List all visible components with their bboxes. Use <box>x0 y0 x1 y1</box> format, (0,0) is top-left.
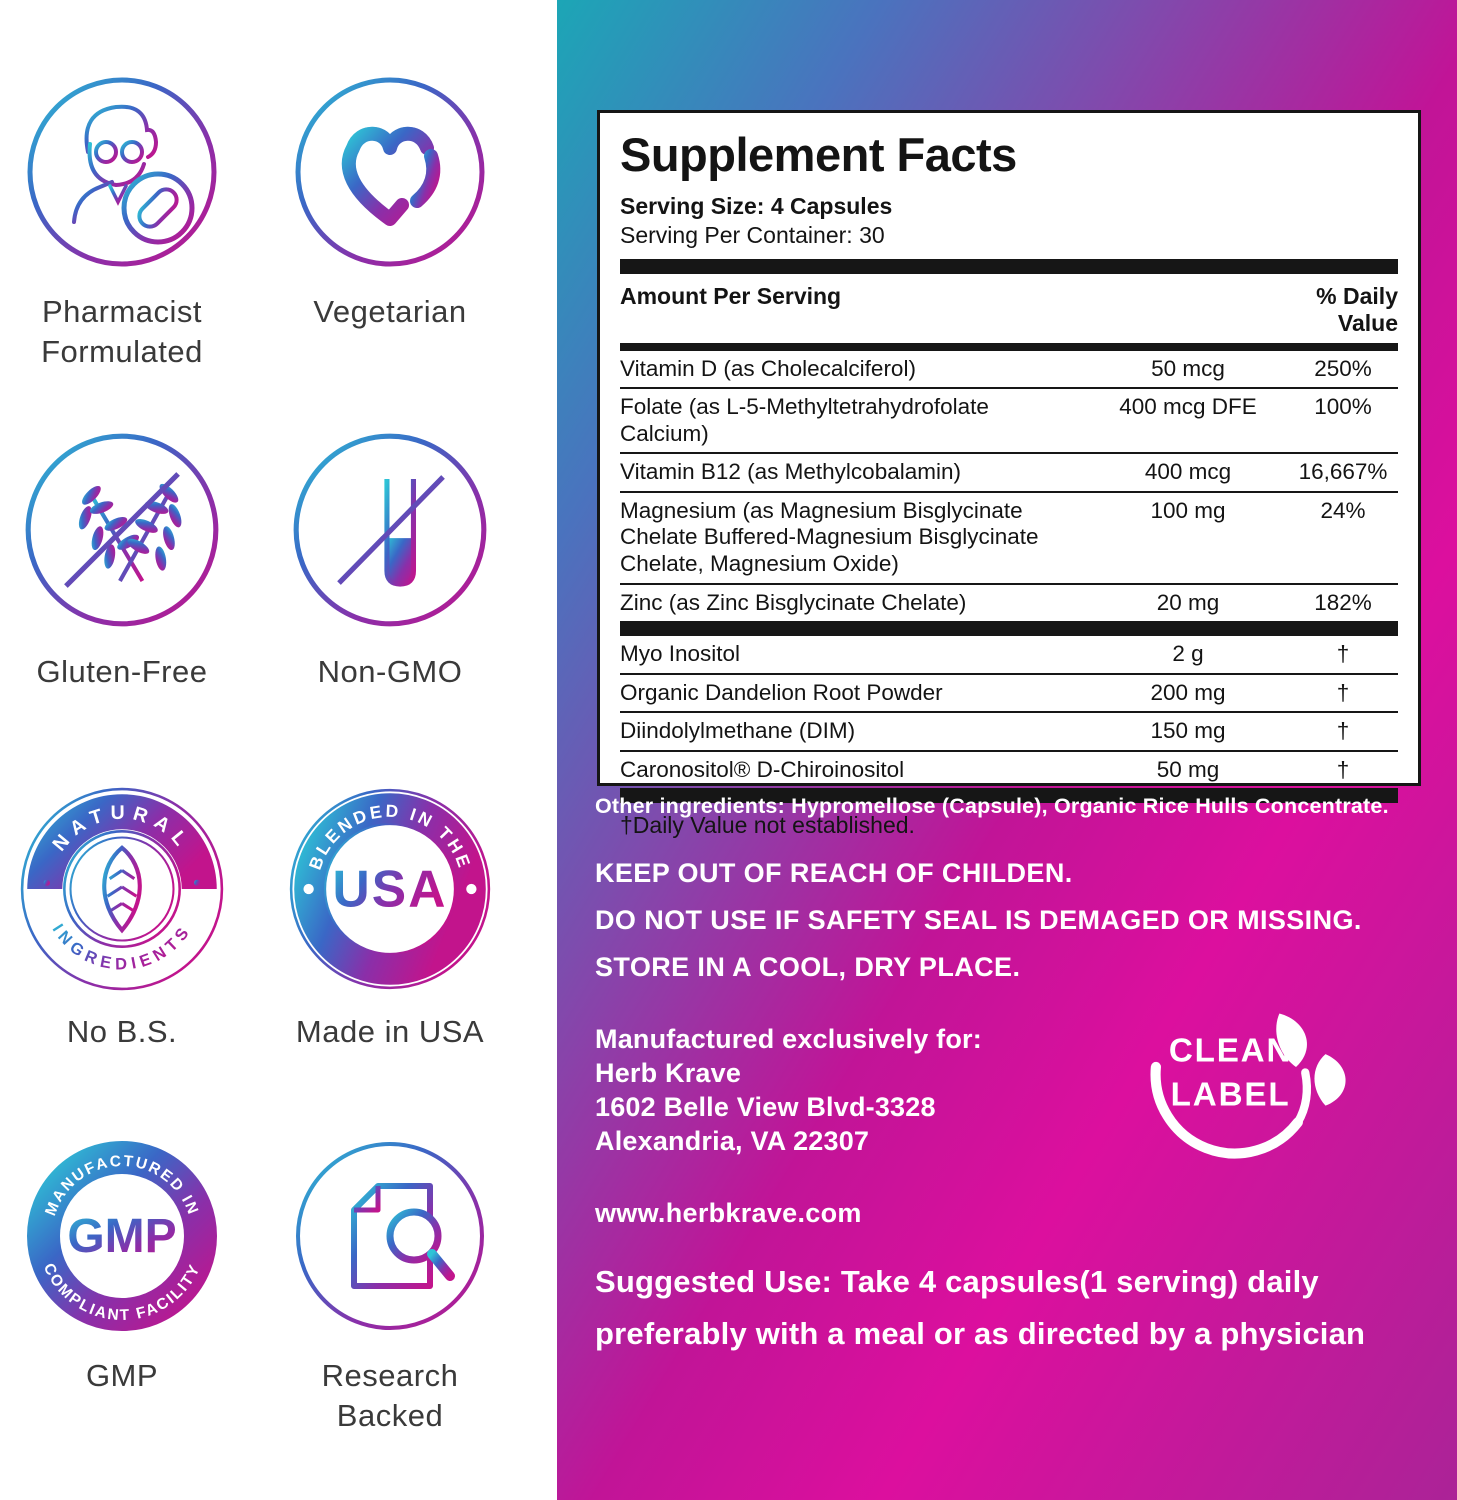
table-row: Organic Dandelion Root Powder 200 mg † <box>620 672 1398 712</box>
pharmacist-icon <box>27 77 217 267</box>
table-row: Folate (as L-5-Methyltetrahydrofolate Ca… <box>620 387 1398 452</box>
table-row: Zinc (as Zinc Bisglycinate Chelate) 20 m… <box>620 582 1398 622</box>
leaf-icon <box>1314 1054 1346 1106</box>
badge-vegetarian: Vegetarian <box>268 72 512 332</box>
badge-label: Non-GMO <box>317 654 463 689</box>
serving-size: Serving Size: 4 Capsules <box>620 193 893 219</box>
table-row: Vitamin B12 (as Methylcobalamin) 400 mcg… <box>620 452 1398 491</box>
badges-panel: Pharmacist Formulated Vegetarian <box>0 0 557 1500</box>
supplement-facts-panel: Supplement Facts Serving Size: 4 Capsule… <box>597 110 1421 838</box>
table-row: Caronositol® D-Chiroinositol 50 mg † <box>620 749 1398 789</box>
info-panel: Supplement Facts Serving Size: 4 Capsule… <box>557 0 1457 1500</box>
manufacturer-block: Manufactured exclusively for: Herb Krave… <box>595 1022 982 1158</box>
warnings: KEEP OUT OF REACH OF CHILDEN. DO NOT USE… <box>595 858 1362 999</box>
no-test-tube-icon <box>293 433 487 627</box>
usa-seal-icon: BLENDED IN THE USA <box>289 788 491 990</box>
clean-label-text-1: CLEAN <box>1169 1032 1292 1069</box>
badge-gluten-free: Gluten-Free <box>0 428 244 692</box>
table-row: Diindolylmethane (DIM) 150 mg † <box>620 711 1398 750</box>
gmp-center-text: GMP <box>67 1210 176 1263</box>
badge-label: GMP <box>85 1358 159 1393</box>
badge-label: Pharmacist Formulated <box>41 294 203 369</box>
gmp-seal-icon: MANUFACTURED IN COMPLIANT FACILITY GMP <box>27 1141 217 1331</box>
badge-label: Gluten-Free <box>36 654 208 689</box>
divider-bar <box>620 788 1398 804</box>
badge-pharmacist-formulated: Pharmacist Formulated <box>0 72 244 371</box>
no-wheat-icon <box>25 433 219 627</box>
leaf-icon <box>1276 1013 1307 1067</box>
badge-label: Made in USA <box>295 1014 485 1049</box>
warning-line: STORE IN A COOL, DRY PLACE. <box>595 952 1021 982</box>
badge-made-in-usa: BLENDED IN THE USA Made in USA <box>268 786 512 1052</box>
table-row: Magnesium (as Magnesium Bisglycinate Che… <box>620 490 1398 583</box>
badge-non-gmo: Non-GMO <box>268 428 512 692</box>
suggested-use: Suggested Use: Take 4 capsules(1 serving… <box>595 1264 1366 1351</box>
manufacturer-name: Herb Krave <box>595 1058 742 1088</box>
badge-label: Vegetarian <box>313 294 467 329</box>
website-url: www.herbkrave.com <box>595 1198 862 1228</box>
warning-line: KEEP OUT OF REACH OF CHILDEN. <box>595 858 1073 888</box>
daily-value-footnote: †Daily Value not established. <box>620 812 915 839</box>
warning-line: DO NOT USE IF SAFETY SEAL IS DEMAGED OR … <box>595 905 1362 935</box>
badge-research-backed: Research Backed <box>268 1136 512 1435</box>
research-document-icon <box>296 1142 484 1330</box>
divider-bar <box>620 342 1398 351</box>
manufacturer-city: Alexandria, VA 22307 <box>595 1126 870 1156</box>
badge-label: Research Backed <box>321 1358 459 1433</box>
other-ingredients: Other ingredients: Hypromellose (Capsule… <box>595 794 1389 818</box>
table-row: Vitamin D (as Cholecalciferol) 50 mcg 25… <box>620 355 1372 381</box>
divider-bar <box>620 621 1398 637</box>
clean-label-text-2: LABEL <box>1171 1077 1291 1114</box>
heart-icon <box>295 77 485 267</box>
manufacturer-line: Manufactured exclusively for: <box>595 1024 982 1054</box>
divider-bar <box>620 258 1398 274</box>
natural-ingredients-seal-icon: NATURAL INGREDIENTS <box>20 787 224 991</box>
manufacturer-address: 1602 Belle View Blvd-3328 <box>595 1092 936 1122</box>
clean-label-logo: CLEAN LABEL <box>1150 1013 1346 1159</box>
supplement-facts-title: Supplement Facts <box>620 128 1017 181</box>
servings-per-container: Serving Per Container: 30 <box>620 221 885 248</box>
badge-no-bs: NATURAL INGREDIENTS No B.S. <box>0 786 244 1052</box>
badge-gmp: MANUFACTURED IN COMPLIANT FACILITY GMP G… <box>0 1136 244 1396</box>
column-header-dv: % Daily Value <box>1316 282 1398 337</box>
table-header: Amount Per Serving % Daily Value <box>620 274 1398 343</box>
table-row: Myo Inositol 2 g † <box>620 641 1350 667</box>
badge-label: No B.S. <box>66 1014 178 1049</box>
usa-center-text: USA <box>333 860 448 918</box>
column-header-amount: Amount Per Serving <box>620 282 842 309</box>
